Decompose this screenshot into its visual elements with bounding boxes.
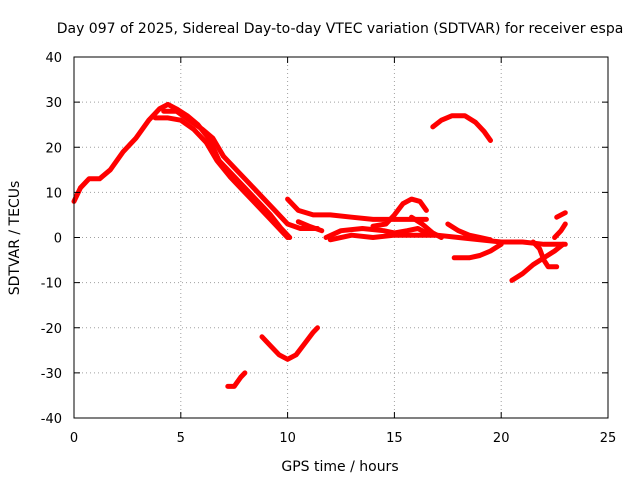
x-axis-label: GPS time / hours: [281, 459, 398, 475]
x-tick-labels: 0 5 10 15 20 25: [70, 431, 616, 446]
series-track-5: [295, 219, 325, 234]
series-track-6: [323, 226, 429, 240]
series-track-18: [259, 325, 320, 362]
x-tick-label: 25: [600, 431, 617, 446]
series-track-9: [409, 214, 444, 240]
x-tick-label: 20: [493, 431, 510, 446]
series-track-7: [327, 232, 568, 247]
series-track-15: [552, 221, 568, 240]
series-track-12: [451, 241, 504, 261]
y-tick-label: -20: [41, 322, 62, 337]
x-tick-label: 10: [279, 431, 296, 446]
x-tick-label: 0: [70, 431, 78, 446]
grid-lines: [74, 57, 608, 418]
y-tick-label: -10: [41, 277, 62, 292]
series-track-10: [430, 113, 493, 143]
series-track-11: [445, 221, 493, 243]
series-track-13: [509, 241, 566, 283]
chart-title: Day 097 of 2025, Sidereal Day-to-day VTE…: [57, 21, 624, 37]
y-tick-label: -40: [41, 412, 62, 427]
series-track-17: [225, 370, 248, 389]
y-tick-label: 30: [45, 96, 62, 111]
y-tick-label: 40: [45, 51, 62, 66]
y-tick-label: -30: [41, 367, 62, 382]
y-tick-labels: -40 -30 -20 -10 0 10 20 30 40: [41, 51, 62, 427]
y-tick-label: 10: [45, 186, 62, 201]
y-axis-label: SDTVAR / TECUs: [7, 181, 23, 296]
series-track-3: [161, 108, 320, 231]
series-track-16: [554, 210, 568, 220]
axis-ticks: [73, 56, 609, 419]
series-track-1: [71, 101, 293, 240]
data-series: [71, 101, 568, 389]
x-tick-label: 15: [386, 431, 403, 446]
y-tick-label: 20: [45, 141, 62, 156]
series-track-8: [370, 196, 429, 229]
series-track-14: [530, 239, 560, 270]
series-track-2: [152, 115, 291, 240]
series-track-4: [285, 196, 429, 222]
y-tick-label: 0: [54, 232, 62, 247]
x-tick-label: 5: [177, 431, 185, 446]
